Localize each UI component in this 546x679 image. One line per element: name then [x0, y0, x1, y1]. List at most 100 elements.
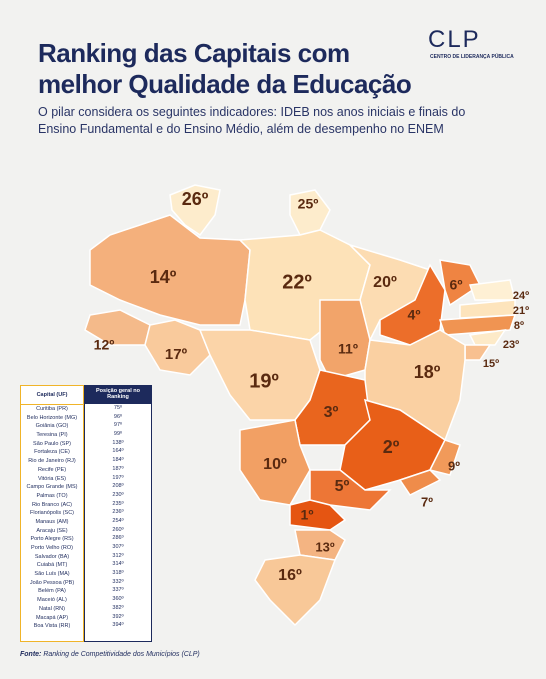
table-cell: 235º [112, 500, 124, 507]
table-header: Capital (UF) [21, 386, 83, 405]
table-cell: Belém (PA) [38, 588, 66, 595]
table-cell: Cuiabá (MT) [36, 562, 68, 569]
state [468, 329, 507, 346]
table-cell: Boa Vista (RR) [33, 623, 71, 630]
state [289, 499, 347, 531]
table-cell: 99º [113, 431, 123, 438]
state-rank: 10º [263, 456, 287, 473]
state-rank: 5º [335, 478, 350, 495]
table-cell: 286º [112, 535, 124, 542]
table-cell: 184º [112, 457, 124, 464]
source: Ranking de Competitividade dos Município… [43, 651, 200, 658]
table-cell: Maceió (AL) [37, 597, 67, 604]
state-rank: 22º [282, 271, 312, 293]
state-rank: 13º [315, 539, 334, 554]
state-rank: 9º [448, 458, 460, 473]
footer: Fonte: Ranking de Competitividade dos Mu… [20, 651, 200, 658]
table-cell: 197º [112, 474, 124, 481]
table-cell: Porto Alegre (RS) [30, 536, 74, 543]
title-line: melhor Qualidade da Educação [38, 69, 412, 99]
table-cell: 236º [112, 509, 124, 516]
state-rank: 15º [483, 358, 499, 370]
state-rank: 14º [150, 267, 177, 287]
table-cell: 208º [112, 483, 124, 490]
state-rank: 6º [450, 277, 463, 293]
state [169, 184, 221, 237]
table-cell: 260º [112, 526, 124, 533]
table-header: Posição geral no Ranking [85, 386, 151, 404]
table-cell: 332º [112, 578, 124, 585]
table-cell: 307º [112, 544, 124, 550]
table-cell: Florianópolis (SC) [29, 510, 74, 517]
state-rank: 3º [324, 404, 339, 421]
table-cell: Palmas (TO) [36, 492, 68, 499]
state-rank: 26º [182, 189, 209, 209]
state [438, 314, 517, 336]
state-rank: 2º [383, 437, 400, 457]
subtitle: O pilar considera os seguintes indicador… [38, 104, 465, 138]
table-cell: Recife (PE) [37, 466, 67, 473]
state-rank: 19º [249, 370, 279, 392]
state [428, 439, 461, 476]
table-cell: Rio Branco (AC) [31, 501, 73, 508]
table-cell: 97º [113, 422, 123, 429]
table-cell: Natal (RN) [39, 605, 65, 612]
table-cell: Campo Grande (MS) [26, 484, 78, 491]
state-rank: 17º [165, 346, 188, 363]
table: Capital (UF) Curitiba (PR) Belo Horizonte … [20, 385, 152, 642]
state [439, 259, 481, 307]
subtitle-line: Ensino Fundamental e do Ensino Médio, al… [38, 122, 444, 136]
state-rank: 12º [94, 337, 115, 353]
table-cell: 360º [112, 596, 124, 603]
state-rank: 7º [421, 494, 433, 509]
table-cell: 337º [112, 587, 124, 594]
state-rank: 4º [408, 307, 421, 323]
column: Posição geral no Ranking 75º 96º 97º 99º 138º… [84, 385, 152, 642]
table-cell: São Paulo (SP) [33, 440, 71, 447]
state [398, 469, 442, 496]
table-cell: 230º [112, 491, 124, 498]
state-rank: 1º [301, 507, 314, 523]
column: Capital (UF) Curitiba (PR) Belo Horizonte … [20, 385, 84, 642]
state-rank: 23º [503, 339, 519, 351]
source-label: Fonte: [20, 651, 42, 658]
table-cell: Goiânia (GO) [35, 423, 69, 430]
table-cell: Fortaleza (CE) [34, 449, 70, 456]
table-cell: Manaus (AM) [35, 518, 69, 525]
subtitle-line: O pilar considera os seguintes indicador… [38, 105, 466, 119]
table-cell: João Pessoa (PB) [29, 579, 75, 586]
state [294, 529, 346, 561]
table-cell: 164º [112, 448, 124, 455]
table-cell: 382º [112, 604, 124, 611]
state [239, 419, 311, 506]
state [254, 554, 337, 627]
table-cell: São Luís (MA) [34, 571, 70, 578]
state-rank: 24º [513, 290, 529, 302]
table-cell: 314º [112, 561, 124, 568]
table-cell: Macapá (AP) [35, 614, 69, 621]
table-cell: 138º [112, 439, 124, 446]
table-cell: 254º [112, 517, 124, 524]
table-cell: Vitória (ES) [37, 475, 67, 482]
table-cell: Curitiba (PR) [36, 406, 68, 412]
logo-subtitle: CENTRO DE LIDERANÇA PÚBLICA [430, 54, 514, 60]
table-cell: Rio de Janeiro (RJ) [28, 458, 76, 465]
state-rank: 21º [513, 305, 529, 317]
table-cell: 312º [112, 552, 124, 559]
table-cell: 75º [113, 405, 123, 411]
logo: CLP [428, 26, 481, 53]
title: Ranking das Capitais com melhor Qualidade… [38, 38, 412, 100]
table-cell: Belo Horizonte (MG) [26, 414, 78, 421]
state-rank: 20º [373, 274, 397, 291]
table-cell: 392º [112, 613, 124, 620]
state-rank: 18º [414, 362, 441, 382]
title-line: Ranking das Capitais com [38, 38, 350, 68]
state-rank: 16º [278, 567, 302, 584]
state-rank: 25º [298, 196, 319, 212]
table-cell: 187º [112, 465, 124, 472]
table-cell: Porto Velho (RO) [31, 545, 73, 551]
table-cell: Salvador (BA) [34, 553, 70, 560]
table-cell: 96º [113, 413, 123, 420]
